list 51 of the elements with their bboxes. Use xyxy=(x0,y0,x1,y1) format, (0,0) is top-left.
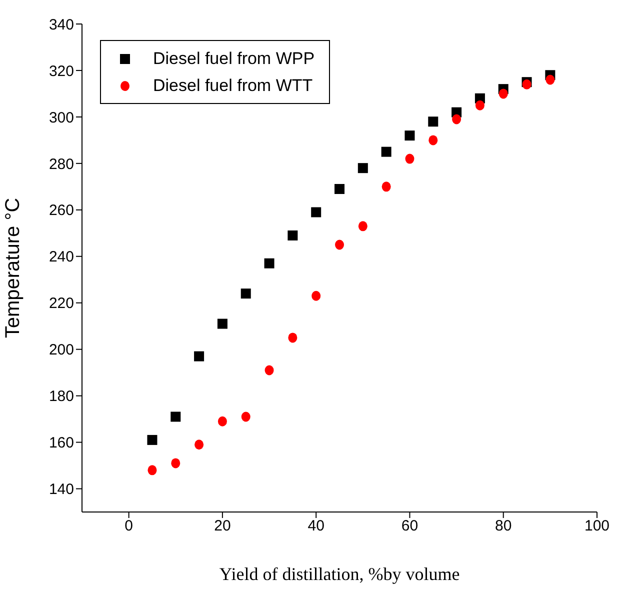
point xyxy=(405,154,414,164)
point xyxy=(452,114,462,124)
y-tick-label: 240 xyxy=(48,248,74,266)
point xyxy=(475,100,484,110)
point xyxy=(264,258,274,268)
point xyxy=(382,182,391,192)
point xyxy=(428,135,438,146)
x-tick-label: 80 xyxy=(495,518,512,535)
point xyxy=(428,116,438,127)
y-tick-label: 180 xyxy=(48,388,74,406)
point xyxy=(217,318,228,329)
point xyxy=(404,130,415,141)
point xyxy=(147,434,158,445)
point xyxy=(358,221,368,232)
x-tick-label: 40 xyxy=(308,518,324,535)
point xyxy=(312,290,321,301)
x-tick-label: 20 xyxy=(214,518,231,535)
point xyxy=(170,412,181,422)
point xyxy=(546,74,555,85)
legend-label: Diesel fuel from WPP xyxy=(153,48,315,70)
y-tick-label: 320 xyxy=(48,62,74,80)
x-tick-label: 100 xyxy=(584,518,610,535)
y-tick-label: 260 xyxy=(48,202,74,220)
point xyxy=(171,458,180,468)
point xyxy=(264,365,274,376)
point xyxy=(498,88,508,99)
y-axis-title: Temperature °C xyxy=(2,198,24,338)
point xyxy=(148,465,157,476)
point xyxy=(240,288,251,299)
y-tick-label: 160 xyxy=(48,434,74,452)
point xyxy=(194,440,204,450)
point xyxy=(218,416,227,426)
point xyxy=(288,230,298,240)
x-tick-label: 60 xyxy=(401,518,418,535)
y-tick-label: 340 xyxy=(48,16,74,34)
x-tick-label: 0 xyxy=(124,518,133,535)
y-tick-label: 280 xyxy=(48,156,74,173)
y-tick-label: 300 xyxy=(48,109,74,126)
point xyxy=(381,146,392,157)
point xyxy=(334,184,344,194)
point xyxy=(241,412,250,422)
point xyxy=(335,240,344,250)
point xyxy=(311,207,322,218)
y-tick-label: 200 xyxy=(48,342,74,359)
y-tick-label: 140 xyxy=(48,481,74,498)
y-tick-label: 220 xyxy=(48,295,74,312)
point xyxy=(358,163,368,174)
legend-label: Diesel fuel from WTT xyxy=(153,75,313,97)
point xyxy=(194,351,204,362)
point xyxy=(288,332,298,343)
x-axis-title: Yield of distillation, %by volume xyxy=(219,564,460,584)
